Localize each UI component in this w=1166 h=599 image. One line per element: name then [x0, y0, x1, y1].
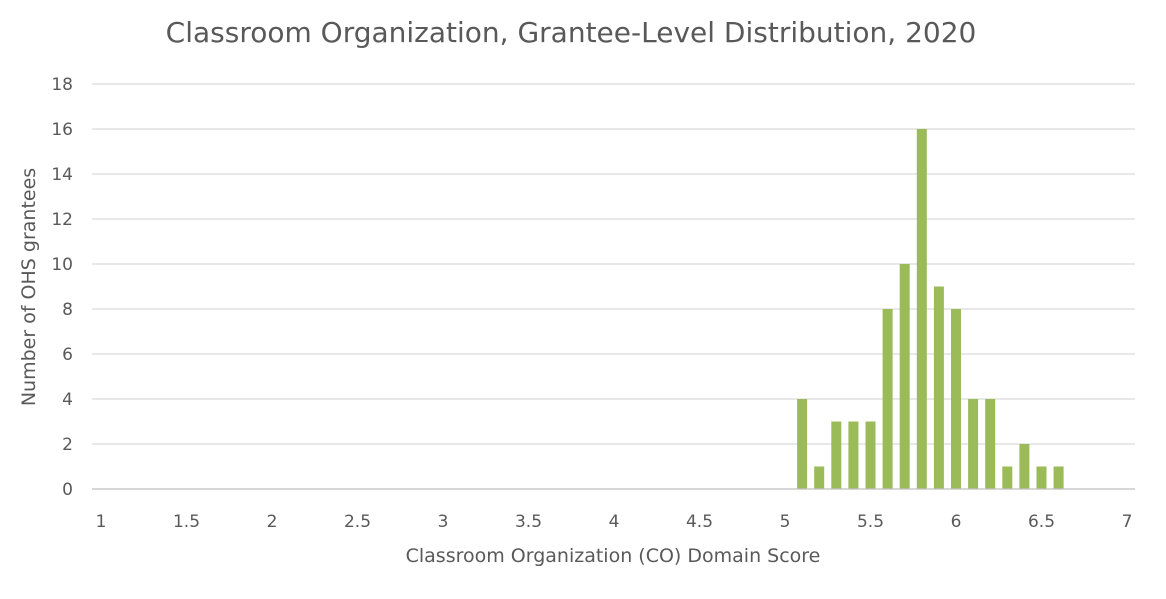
x-tick-labels: 1 1.5 2 2.5 3 3.5 4 4.5 5 5.5 6 6.5 7 — [96, 512, 1133, 532]
x-tick-label: 3.5 — [515, 512, 542, 532]
bar-5.1 — [797, 399, 808, 489]
gridlines — [92, 83, 1135, 445]
x-tick-label: 6.5 — [1028, 512, 1055, 532]
bar-5.5 — [865, 421, 876, 489]
y-tick-label: 0 — [62, 480, 73, 500]
bar-5.2 — [814, 466, 825, 489]
bar-5.4 — [848, 421, 859, 489]
bar-5.9 — [933, 286, 944, 489]
chart-title: Classroom Organization, Grantee-Level Di… — [166, 16, 977, 49]
x-tick-label: 5 — [780, 512, 791, 532]
bar-6.4 — [1019, 444, 1030, 489]
bars — [797, 129, 1064, 489]
x-tick-label: 3 — [438, 512, 449, 532]
bar-5.7 — [899, 264, 910, 489]
bar-6.1 — [968, 399, 979, 489]
y-tick-label: 16 — [51, 120, 73, 140]
y-tick-label: 2 — [62, 435, 73, 455]
y-tick-label: 4 — [62, 390, 73, 410]
y-axis-label: Number of OHS grantees — [18, 168, 40, 406]
x-tick-label: 7 — [1122, 512, 1133, 532]
bar-5.6 — [882, 309, 893, 489]
x-tick-label: 1 — [96, 512, 107, 532]
x-tick-label: 1.5 — [173, 512, 200, 532]
y-tick-label: 18 — [51, 75, 73, 95]
bar-5.3 — [831, 421, 842, 489]
bar-6.6 — [1053, 466, 1064, 489]
y-tick-labels: 0 2 4 6 8 10 12 14 16 18 — [51, 75, 73, 500]
bar-6 — [951, 309, 961, 489]
x-axis-label: Classroom Organization (CO) Domain Score — [406, 545, 821, 567]
x-tick-label: 4.5 — [686, 512, 713, 532]
bar-6.2 — [985, 399, 996, 489]
x-tick-label: 6 — [951, 512, 962, 532]
x-tick-label: 2.5 — [344, 512, 371, 532]
y-tick-label: 12 — [51, 210, 73, 230]
y-tick-label: 14 — [51, 165, 73, 185]
x-tick-label: 5.5 — [857, 512, 884, 532]
x-tick-label: 4 — [609, 512, 620, 532]
x-tick-label: 2 — [267, 512, 278, 532]
bar-6.3 — [1002, 466, 1013, 489]
y-tick-label: 6 — [62, 345, 73, 365]
bar-5.8 — [916, 129, 927, 489]
y-tick-label: 10 — [51, 255, 73, 275]
y-tick-label: 8 — [62, 300, 73, 320]
bar-6.5 — [1036, 466, 1047, 489]
